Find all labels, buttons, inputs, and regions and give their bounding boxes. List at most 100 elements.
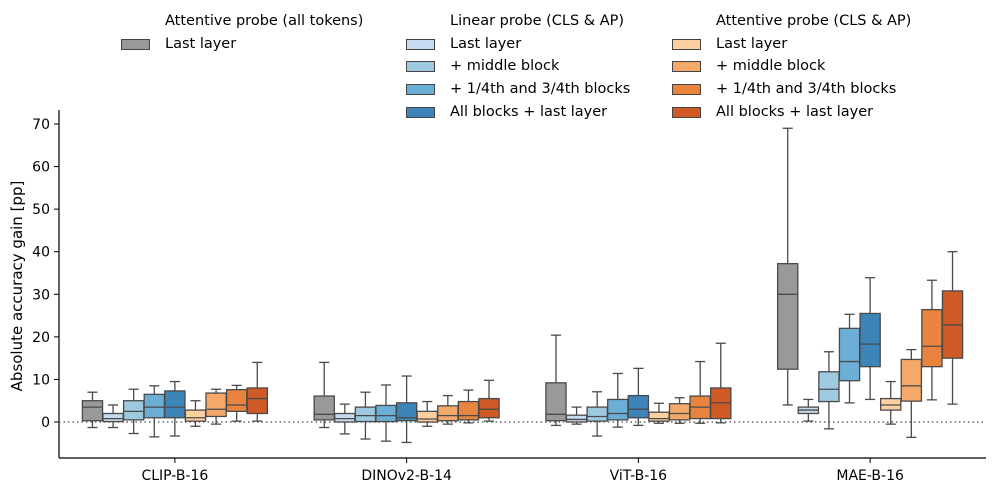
legend-label: Last layer — [716, 35, 788, 52]
y-tick-label: 50 — [32, 202, 50, 218]
legend-swatch — [672, 61, 701, 73]
legend-label: + 1/4th and 3/4th blocks — [716, 81, 897, 98]
box — [457, 400, 480, 421]
box-plot-4 — [143, 385, 166, 438]
box-plot-8 — [457, 389, 480, 424]
box-plot-7 — [437, 394, 459, 425]
box — [586, 406, 608, 422]
legend-label: + 1/4th and 3/4th blocks — [450, 81, 631, 98]
box — [122, 400, 145, 421]
legend-label: + middle block — [716, 58, 826, 75]
box-plot-6 — [184, 400, 207, 427]
box — [648, 411, 670, 422]
box — [565, 414, 588, 423]
legend-label: Last layer — [165, 35, 237, 52]
box — [668, 403, 691, 421]
box — [184, 409, 207, 422]
legend-group-attentive-probe-cls: Attentive probe (CLS & AP) Last layer + … — [672, 10, 911, 123]
box-plot-3 — [354, 391, 377, 440]
box-plot-3 — [586, 391, 608, 437]
y-tick-label: 70 — [32, 117, 50, 133]
box-plot-8 — [689, 360, 711, 424]
y-axis: 0 10 20 30 40 50 60 70 — [32, 110, 60, 458]
box — [416, 410, 438, 423]
box-plot-7 — [668, 397, 691, 424]
x-tick-label: CLIP-B-16 — [141, 468, 208, 484]
y-tick-label: 20 — [32, 330, 50, 346]
legend-item: Last layer — [672, 33, 911, 56]
box — [545, 382, 567, 422]
legend-item: + 1/4th and 3/4th blocks — [406, 78, 630, 101]
legend-label: + middle block — [450, 58, 560, 75]
y-tick-label: 0 — [41, 415, 50, 431]
box — [334, 412, 356, 423]
box-plot-9 — [478, 379, 500, 422]
legend-item: + middle block — [406, 55, 630, 78]
box-plot-9 — [246, 361, 269, 422]
legend-swatch — [406, 106, 435, 118]
box-series-group — [59, 127, 986, 444]
box-plot-4 — [607, 372, 629, 428]
box-plot-5 — [164, 380, 186, 437]
box — [313, 395, 335, 421]
box — [246, 387, 269, 415]
box — [607, 398, 629, 421]
box — [900, 358, 923, 402]
box-plot-2 — [102, 404, 124, 429]
box-plot-2 — [334, 403, 356, 435]
legend-swatch — [406, 61, 435, 73]
box — [478, 397, 500, 419]
box — [776, 262, 799, 370]
box-plot-2 — [565, 406, 588, 425]
box-plot-7 — [900, 348, 923, 438]
legend-item: Last layer — [406, 33, 630, 56]
box — [818, 371, 840, 403]
legend-title: Linear probe (CLS & AP) — [450, 13, 625, 29]
box — [627, 394, 650, 419]
box-plot-1 — [81, 391, 104, 429]
box — [225, 388, 248, 413]
x-axis: CLIP-B-16 DINOv2-B-14 ViT-B-16 MAE-B-16 — [59, 457, 986, 484]
legend-label: All blocks + last layer — [716, 103, 874, 120]
legend-item: Last layer — [121, 33, 363, 56]
box-plot-8 — [921, 279, 943, 401]
box — [205, 392, 227, 418]
box-plot-8 — [225, 384, 248, 422]
box — [375, 404, 397, 423]
x-tick-label: MAE-B-16 — [836, 468, 904, 484]
legend-item: All blocks + last layer — [672, 101, 911, 124]
box-plot-4 — [375, 384, 397, 442]
x-tick-label: DINOv2-B-14 — [361, 468, 452, 484]
legend-swatch — [672, 83, 701, 95]
box — [354, 406, 377, 423]
legend-item: + 1/4th and 3/4th blocks — [672, 78, 911, 101]
box-plot-4 — [838, 313, 861, 404]
box-plot-2 — [797, 398, 820, 422]
y-tick-label: 30 — [32, 287, 50, 303]
y-tick-label: 40 — [32, 245, 50, 261]
box-plot-5 — [395, 375, 418, 444]
x-tick-label: ViT-B-16 — [610, 468, 668, 484]
legend-item: All blocks + last layer — [406, 101, 630, 124]
box-plot-6 — [416, 400, 438, 427]
box-plot-1 — [776, 127, 799, 406]
box-plot-7 — [205, 388, 227, 425]
box-plot-1 — [545, 334, 567, 427]
legend-swatch — [672, 38, 701, 50]
box-plot-6 — [879, 380, 902, 425]
box — [143, 393, 166, 419]
y-axis-label: Absolute accuracy gain [pp] — [8, 181, 26, 392]
box — [437, 405, 459, 422]
box-plot-1 — [313, 361, 335, 429]
box-plot-3 — [122, 388, 145, 435]
legend-swatch — [406, 38, 435, 50]
box — [838, 327, 861, 382]
legend-title: Attentive probe (CLS & AP) — [716, 13, 912, 29]
box-plot-9 — [941, 251, 964, 405]
box-plot-9 — [710, 342, 732, 424]
legend-item: + middle block — [672, 55, 911, 78]
box — [102, 412, 124, 423]
legend-group-all-tokens: Attentive probe (all tokens) Last layer — [121, 10, 363, 55]
box — [81, 400, 104, 422]
legend-group-linear-probe: Linear probe (CLS & AP) Last layer + mid… — [406, 10, 630, 123]
